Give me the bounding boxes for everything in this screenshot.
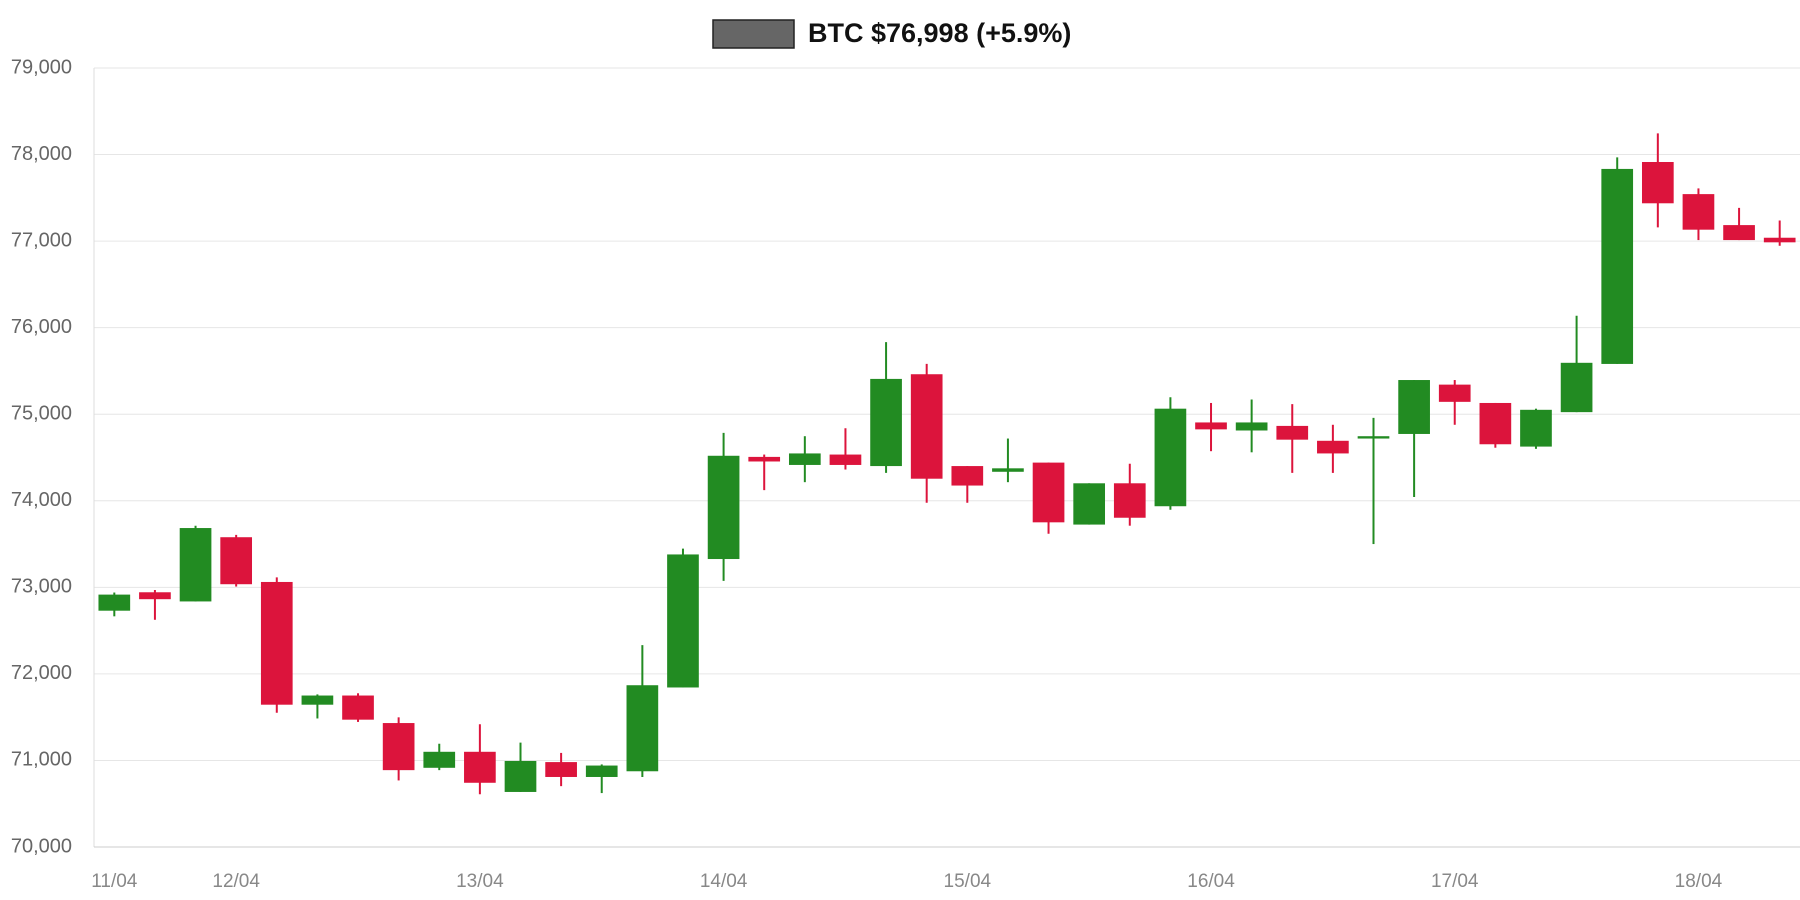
candle-body [1601, 168, 1634, 364]
candle-body [992, 468, 1024, 472]
candle-body [829, 454, 862, 465]
candle-body [1235, 422, 1268, 431]
candle-body [1276, 425, 1309, 440]
y-tick-label: 76,000 [11, 316, 72, 338]
candle-body [504, 760, 537, 792]
candle-body [1154, 408, 1187, 507]
candle-body [1520, 409, 1552, 447]
y-tick-label: 79,000 [11, 56, 72, 78]
candle-body [1113, 483, 1146, 518]
candle-body [301, 695, 334, 705]
candle-body [382, 723, 415, 771]
candle-body [464, 751, 496, 783]
candle-body [1682, 194, 1715, 230]
candle-body [1032, 462, 1065, 523]
candle-body [910, 374, 943, 479]
legend-swatch [712, 19, 795, 49]
candle-body [951, 466, 984, 486]
legend-label: BTC $76,998 (+5.9%) [808, 18, 1071, 48]
candle-body [423, 751, 456, 768]
y-tick-label: 72,000 [11, 662, 72, 684]
candle-body [1560, 362, 1593, 413]
candle-body [1763, 237, 1796, 243]
y-tick-label: 75,000 [11, 403, 72, 425]
y-tick-label: 71,000 [11, 749, 72, 771]
candle-body [179, 528, 212, 602]
x-tick-label: 18/04 [1675, 871, 1723, 892]
candle-body [1398, 380, 1430, 434]
candle-body [1438, 384, 1471, 402]
candle-body [1073, 483, 1106, 525]
candle-body [1723, 225, 1755, 241]
candle-body [1195, 422, 1227, 430]
candle-body [707, 455, 740, 560]
candle-body [626, 685, 659, 772]
candle-body [788, 453, 821, 465]
y-tick-label: 78,000 [11, 143, 72, 165]
candle-body [260, 581, 293, 705]
candle-body [748, 456, 781, 462]
candle-body [667, 554, 699, 688]
candle-body [139, 592, 171, 600]
candle-body [342, 695, 374, 720]
candle-body [870, 378, 902, 467]
y-tick-label: 73,000 [11, 576, 72, 598]
candle-body [1641, 161, 1674, 204]
x-tick-label: 17/04 [1431, 871, 1479, 892]
x-tick-label: 15/04 [944, 871, 992, 892]
candle-body [220, 537, 253, 585]
candle-body [98, 594, 131, 611]
candle-body [545, 762, 577, 777]
y-tick-label: 70,000 [11, 835, 72, 857]
y-tick-label: 74,000 [11, 489, 72, 511]
x-tick-label: 11/04 [91, 871, 138, 892]
candle-body [1479, 402, 1512, 445]
x-tick-label: 12/04 [212, 871, 260, 892]
x-tick-label: 13/04 [456, 871, 504, 892]
candle-body [1357, 436, 1390, 439]
candle-body [585, 765, 618, 777]
x-tick-label: 16/04 [1187, 871, 1235, 892]
candle-body [1317, 440, 1349, 454]
y-tick-label: 77,000 [11, 229, 72, 251]
x-tick-label: 14/04 [700, 871, 748, 892]
